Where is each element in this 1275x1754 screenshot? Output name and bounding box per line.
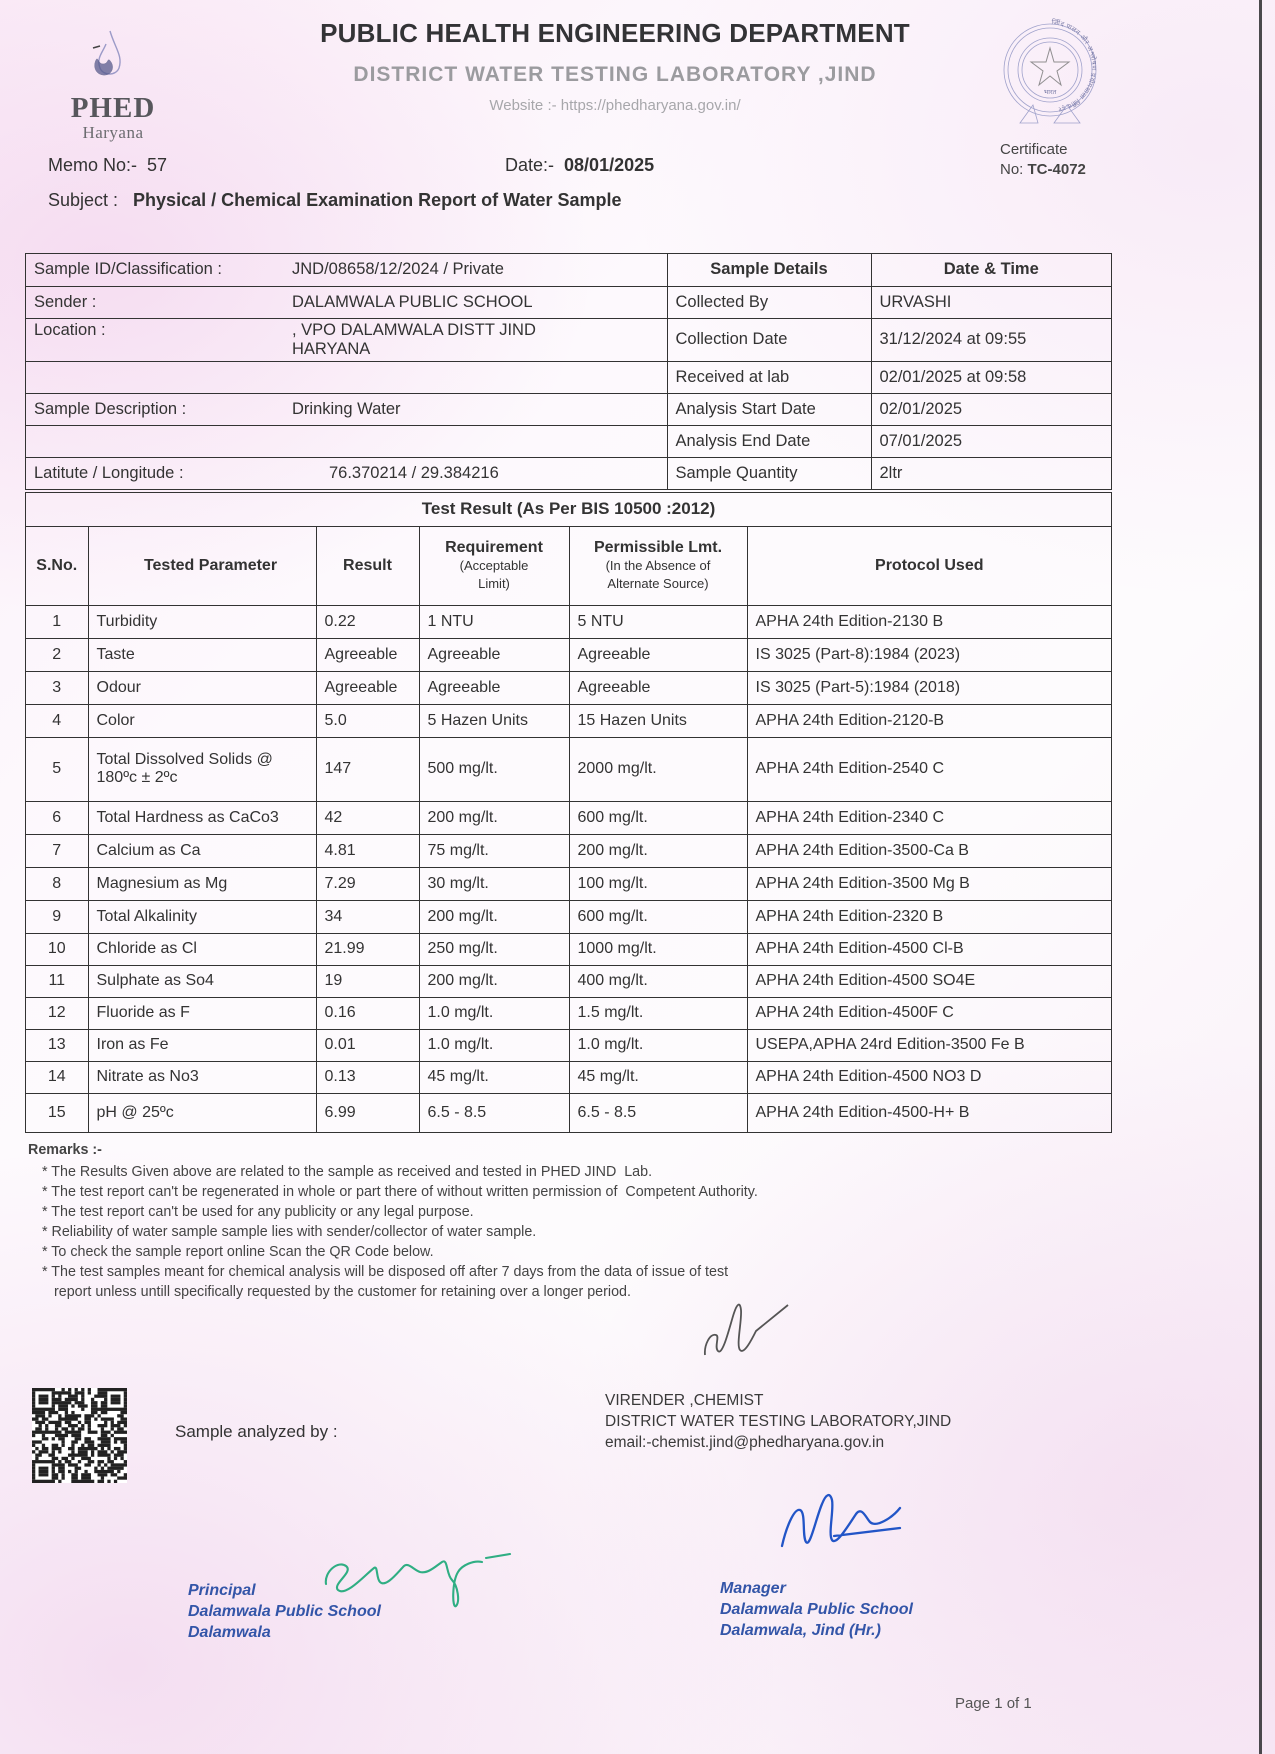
svg-text:जिींद पालन और अश्लोषण प्रयोगशा: जिींद पालन और अश्लोषण प्रयोगशाला जिींद ह…	[1051, 18, 1098, 112]
svg-text:भारत: भारत	[1044, 89, 1057, 96]
